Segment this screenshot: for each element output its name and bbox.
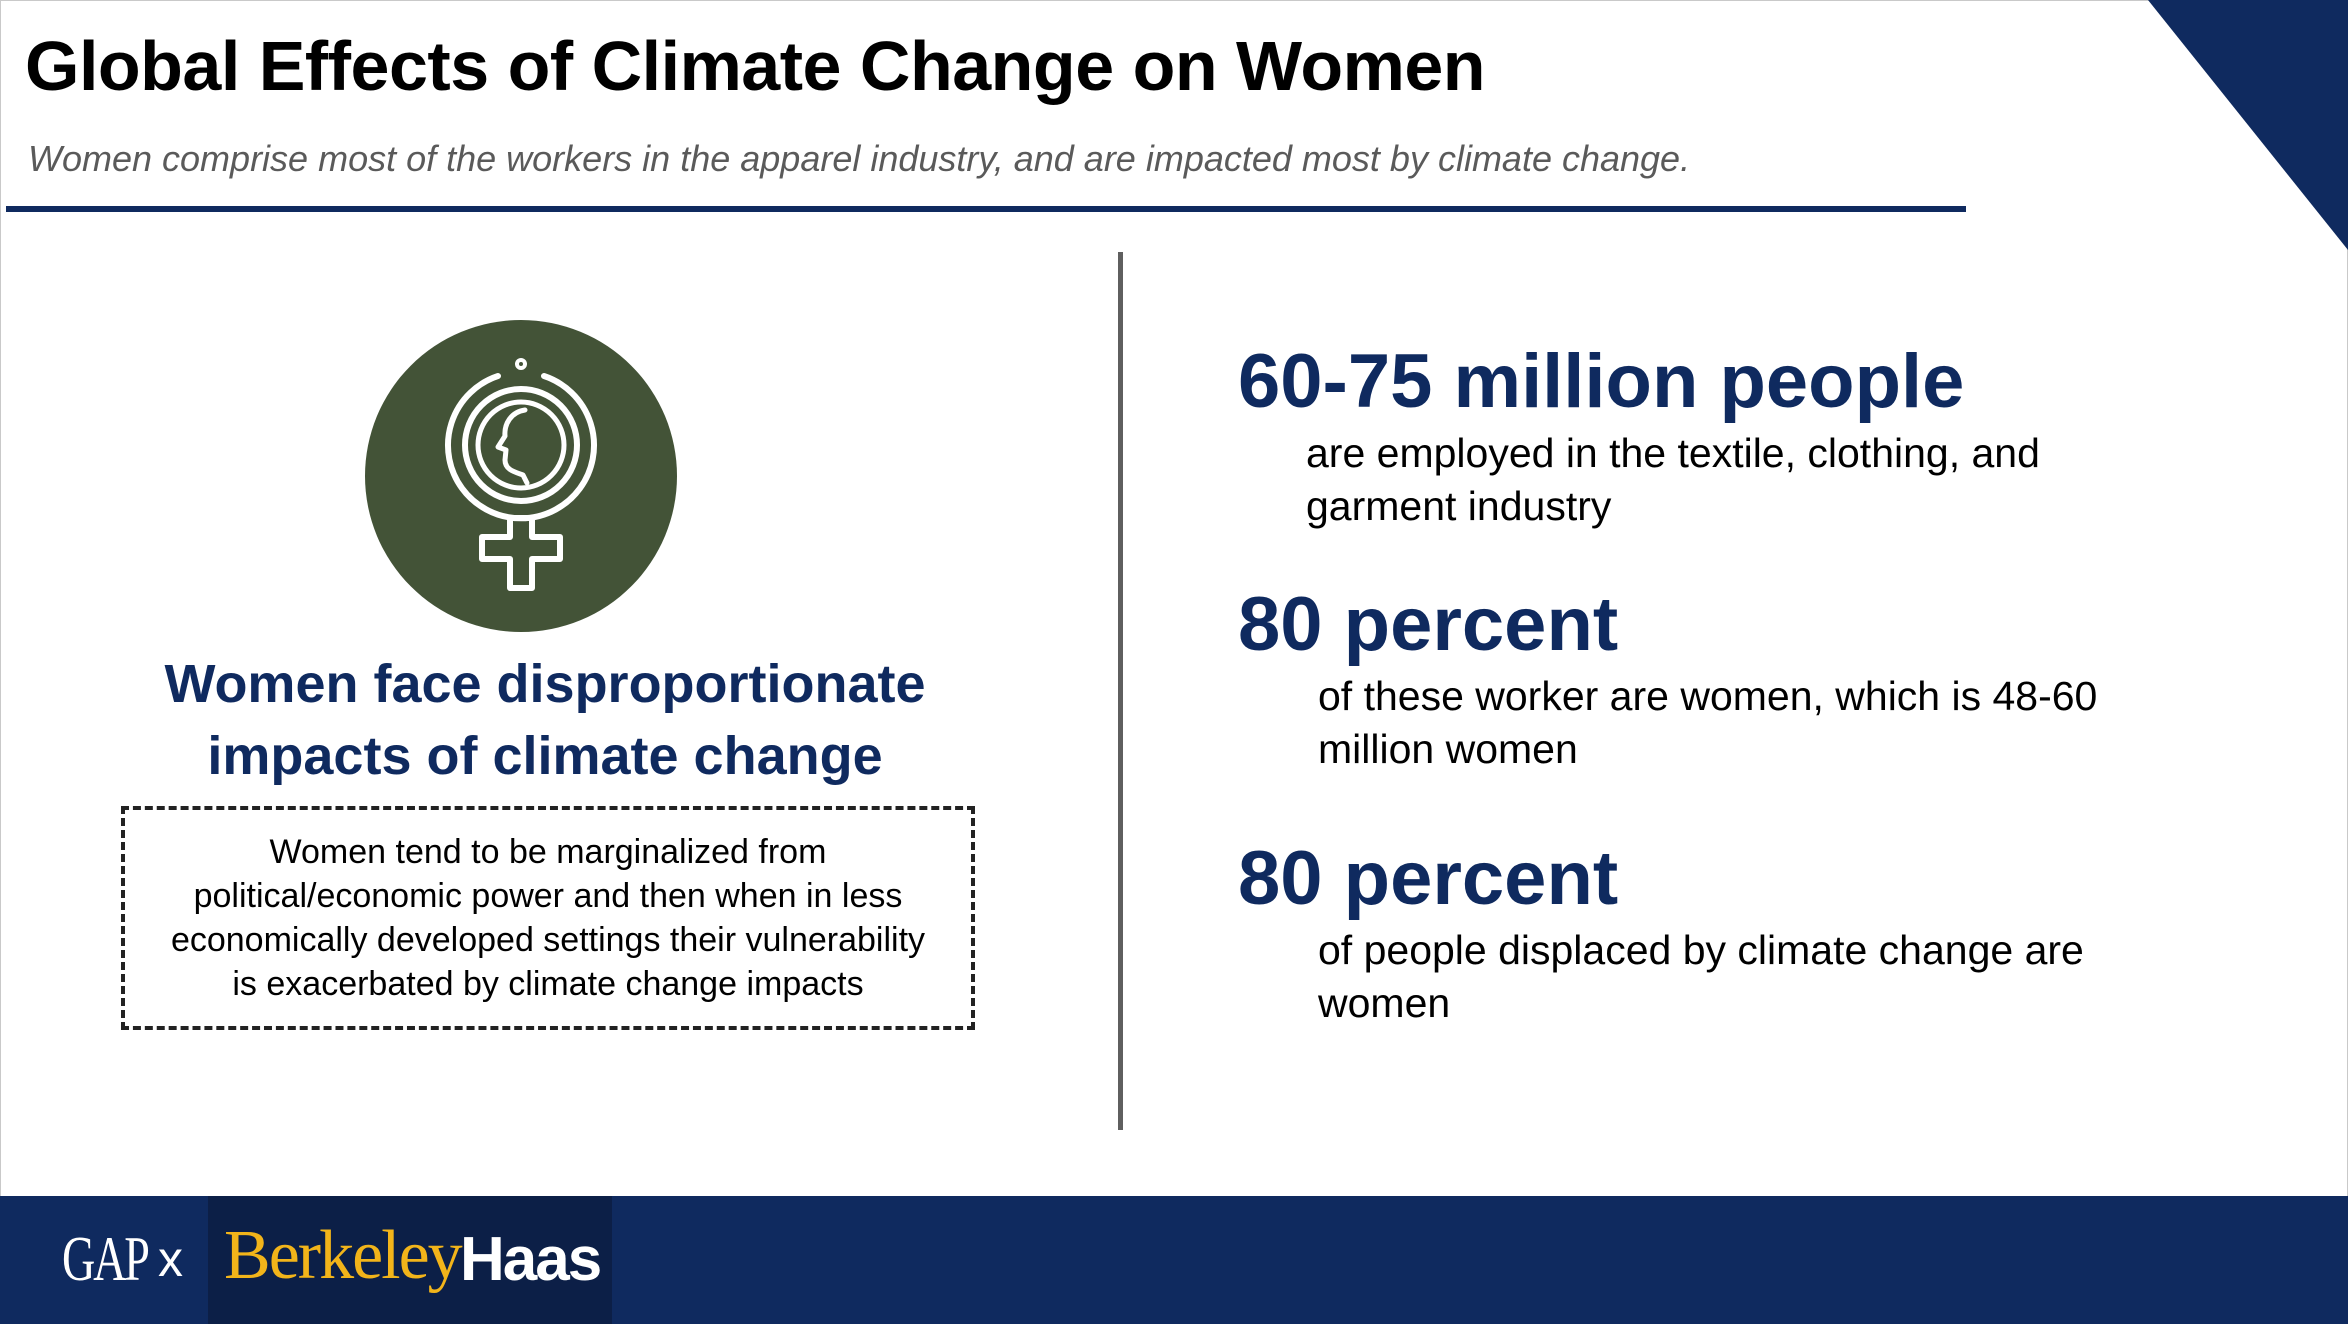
- corner-accent: [2148, 0, 2348, 250]
- gap-logo: GAP: [62, 1223, 150, 1294]
- berkeley-haas-logo: Berkeley Haas: [208, 1196, 612, 1324]
- column-divider: [1118, 252, 1123, 1130]
- title-rule: [6, 206, 1966, 212]
- berkeley-wordmark: Berkeley: [224, 1217, 463, 1294]
- stat-desc-line: women: [1318, 980, 1451, 1026]
- stat-displaced: 80 percent of people displaced by climat…: [1238, 834, 2288, 1030]
- stat-value: 80 percent: [1238, 836, 1619, 921]
- footer-bar: GAP x Berkeley Haas: [0, 1196, 2348, 1324]
- stat-desc-line: of people displaced by climate change ar…: [1318, 927, 2084, 973]
- page-title: Global Effects of Climate Change on Wome…: [25, 27, 1486, 105]
- headline-line-1: Women face disproportionate: [164, 654, 926, 714]
- note-line: economically developed settings their vu…: [170, 921, 926, 959]
- left-headline: Women face disproportionate impacts of c…: [95, 648, 995, 792]
- stat-desc-line: of these worker are women, which is 48-6…: [1318, 673, 2098, 719]
- note-line: political/economic power and then when i…: [193, 877, 903, 915]
- female-symbol-icon: [365, 320, 677, 632]
- stat-desc-line: garment industry: [1306, 483, 1612, 529]
- stat-description: of people displaced by climate change ar…: [1318, 924, 2288, 1030]
- stat-description: of these worker are women, which is 48-6…: [1318, 670, 2288, 776]
- stat-value: 60-75 million people: [1238, 339, 1965, 424]
- logo-separator: x: [158, 1231, 183, 1287]
- stat-value: 80 percent: [1238, 582, 1619, 667]
- haas-wordmark: Haas: [460, 1225, 602, 1294]
- stat-employed: 60-75 million people are employed in the…: [1238, 337, 2288, 533]
- stat-desc-line: are employed in the textile, clothing, a…: [1306, 430, 2040, 476]
- note-line: Women tend to be marginalized from: [269, 833, 827, 871]
- note-box: Women tend to be marginalized from polit…: [121, 806, 975, 1030]
- stat-desc-line: million women: [1318, 726, 1578, 772]
- note-line: is exacerbated by climate change impacts: [232, 965, 864, 1003]
- note-text: Women tend to be marginalized from polit…: [171, 830, 925, 1006]
- page-subtitle: Women comprise most of the workers in th…: [28, 138, 1691, 179]
- stat-description: are employed in the textile, clothing, a…: [1306, 427, 2288, 533]
- headline-line-2: impacts of climate change: [207, 726, 883, 786]
- stat-women-workers: 80 percent of these worker are women, wh…: [1238, 580, 2288, 776]
